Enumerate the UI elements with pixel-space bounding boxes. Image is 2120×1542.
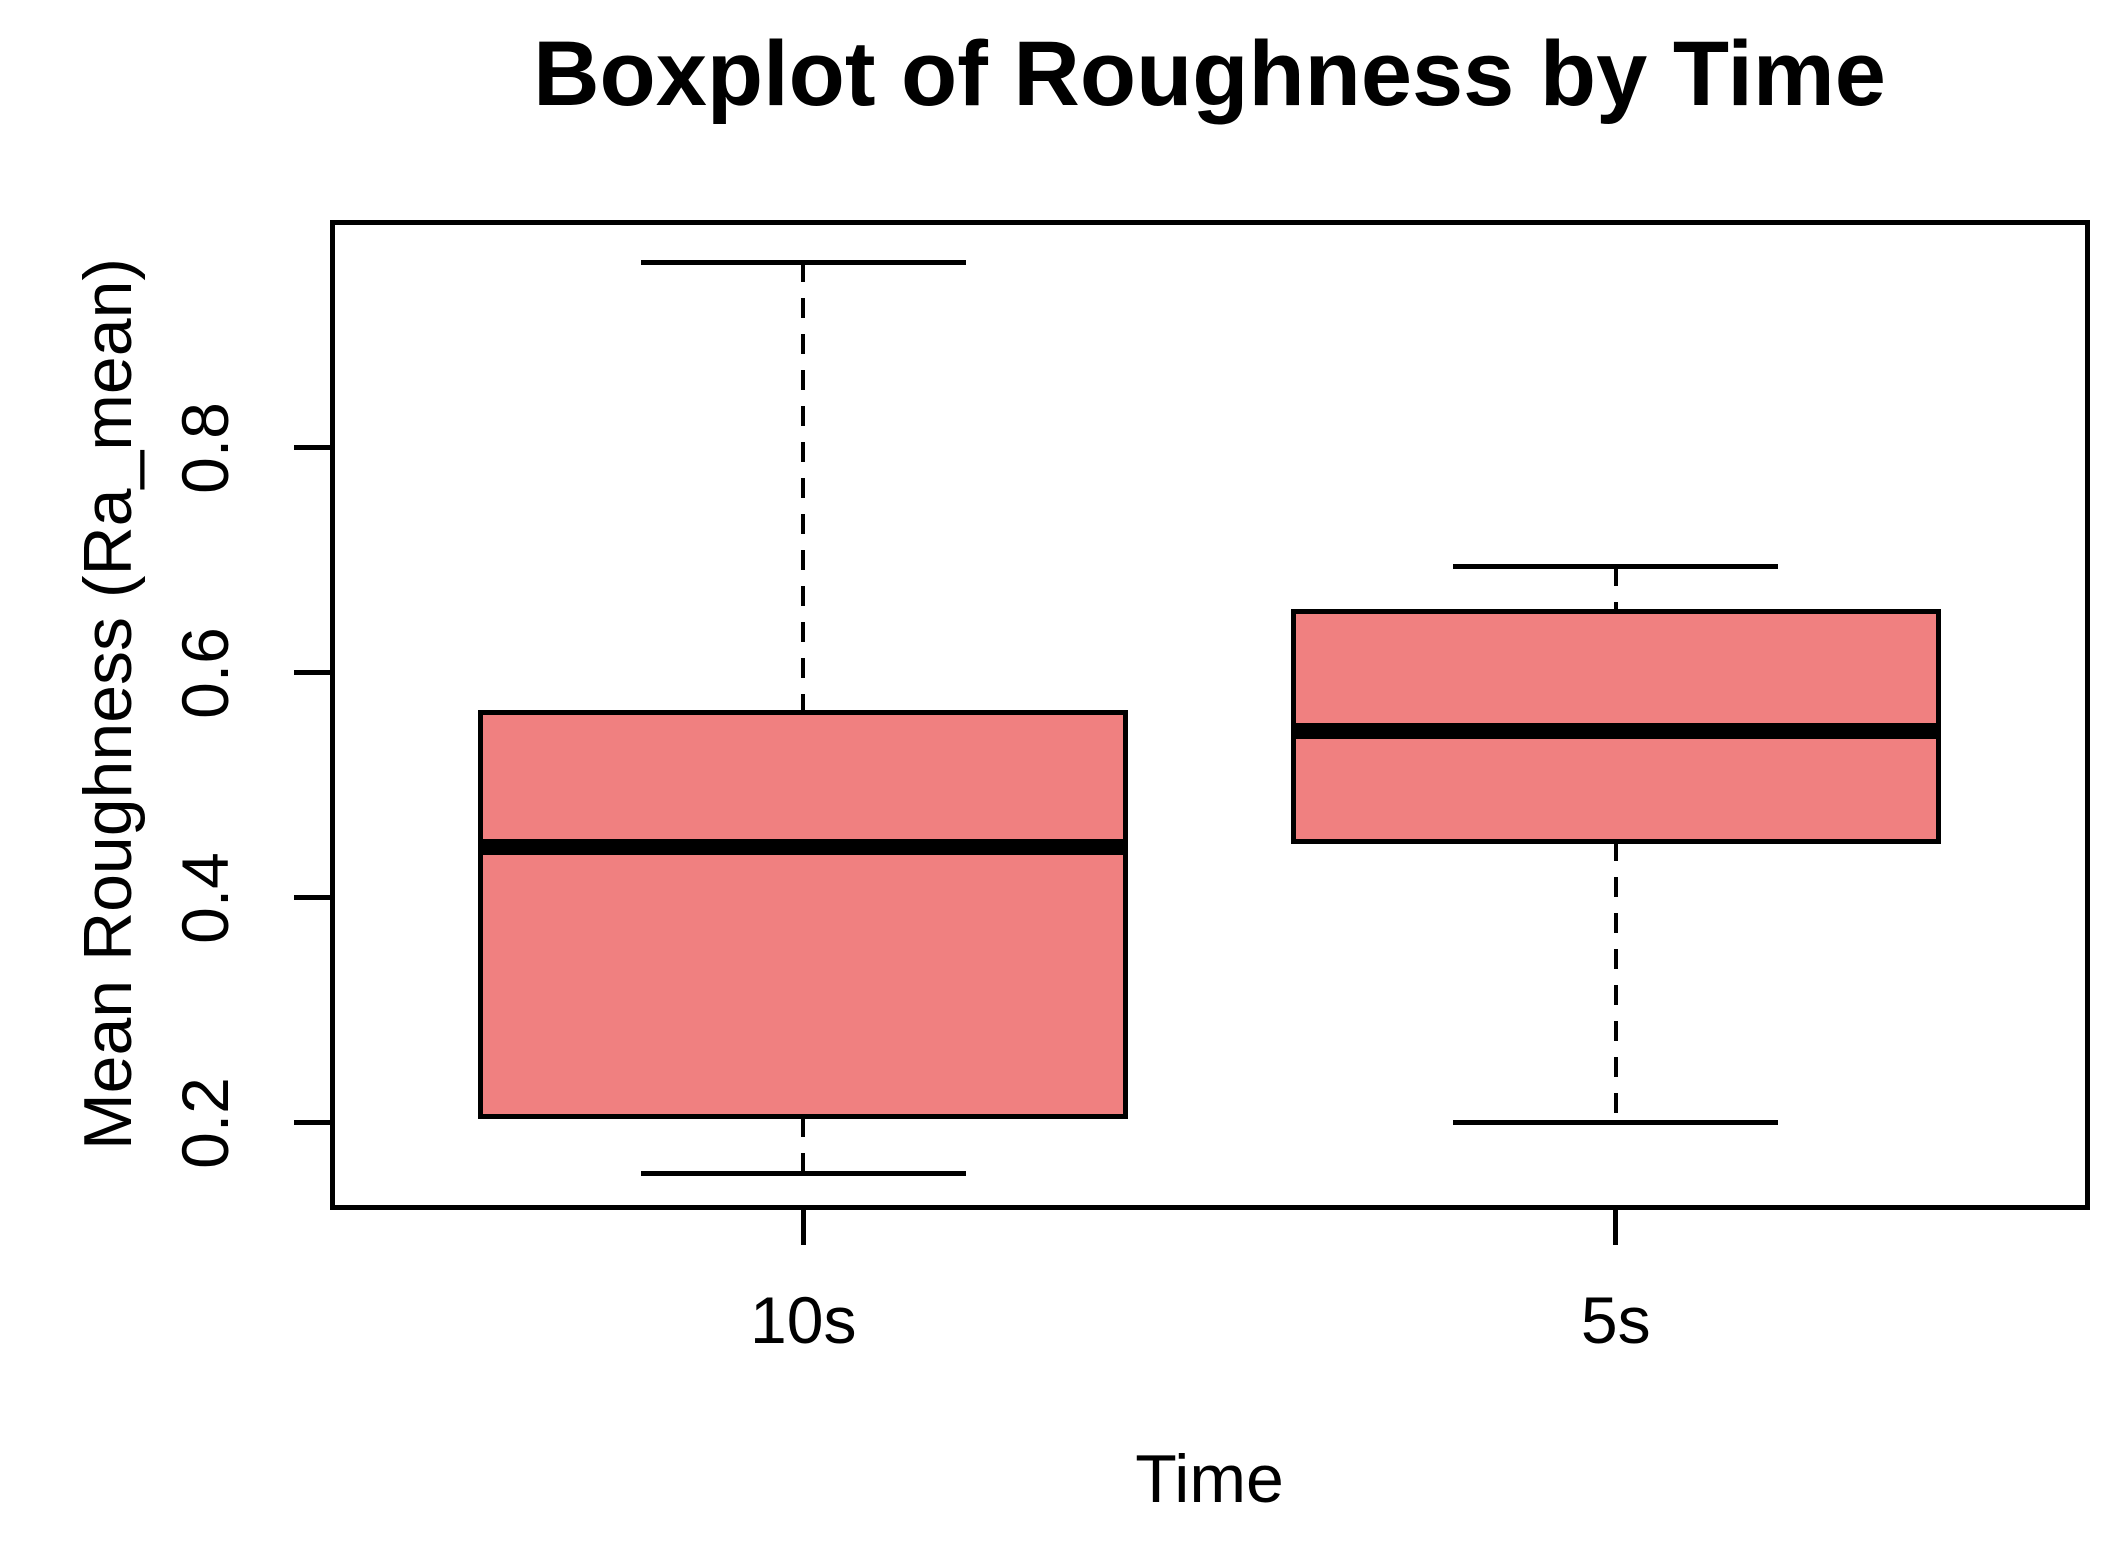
y-tick-line	[294, 445, 330, 451]
chart-title: Boxplot of Roughness by Time	[533, 23, 1886, 125]
y-tick-line	[294, 895, 330, 901]
whisker-upper-line-5s	[1613, 566, 1618, 611]
whisker-lower-line-5s	[1613, 841, 1618, 1123]
whisker-upper-line-10s	[801, 262, 806, 713]
x-tick-line	[800, 1208, 806, 1245]
whisker-upper-cap-5s	[1453, 563, 1779, 569]
x-tick-line	[1613, 1208, 1619, 1245]
median-line-10s	[478, 839, 1129, 856]
x-axis-title: Time	[1135, 1441, 1284, 1517]
y-tick-label: 0.2	[168, 1076, 242, 1169]
whisker-upper-cap-10s	[640, 259, 966, 265]
y-tick-label: 0.8	[168, 402, 242, 494]
y-tick-line	[294, 670, 330, 676]
y-tick-label: 0.6	[168, 626, 242, 719]
box-10s	[478, 709, 1129, 1120]
whisker-lower-cap-5s	[1453, 1120, 1779, 1126]
whisker-lower-line-10s	[801, 1116, 806, 1174]
y-tick-label: 0.4	[168, 851, 242, 944]
x-tick-label-10s: 10s	[750, 1283, 857, 1357]
y-tick-line	[294, 1120, 330, 1126]
x-tick-label-5s: 5s	[1580, 1283, 1651, 1357]
median-line-5s	[1290, 723, 1941, 740]
whisker-lower-cap-10s	[640, 1170, 966, 1176]
